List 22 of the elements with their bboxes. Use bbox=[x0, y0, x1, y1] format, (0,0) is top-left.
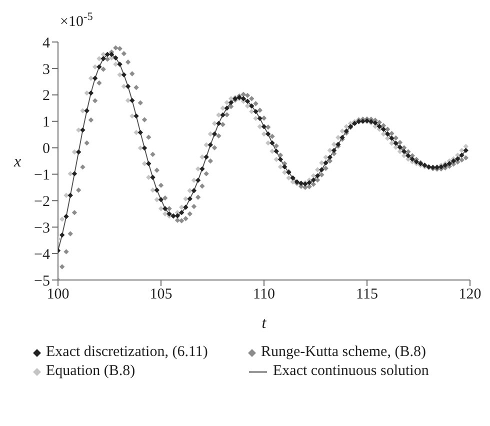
x-tick-label: 100 bbox=[46, 286, 70, 303]
y-tick-label: −4 bbox=[34, 246, 50, 263]
x-tick-label: 120 bbox=[458, 286, 482, 303]
legend-label: Exact discretization, (6.11) bbox=[46, 344, 208, 361]
y-tick-label: 4 bbox=[42, 35, 50, 52]
legend-label: Exact continuous solution bbox=[273, 363, 429, 380]
y-tick-label: 3 bbox=[42, 62, 50, 78]
y-tick-label: 1 bbox=[42, 114, 50, 131]
y-tick-label: −1 bbox=[34, 168, 50, 184]
legend-label: Equation (B.8) bbox=[46, 363, 136, 380]
legend-label: Runge-Kutta scheme, (B.8) bbox=[261, 344, 426, 361]
x-tick-label: 105 bbox=[150, 286, 172, 303]
y-tick-label: 2 bbox=[42, 88, 50, 104]
y-axis-title: x bbox=[13, 154, 22, 171]
y-tick-label: −2 bbox=[34, 194, 50, 210]
y-tick-label: −3 bbox=[34, 220, 50, 236]
x-tick-label: 110 bbox=[253, 286, 275, 303]
y-tick-label: −5 bbox=[34, 273, 50, 290]
y-tick-label: 0 bbox=[42, 141, 50, 158]
x-tick-label: 115 bbox=[356, 286, 378, 303]
text: ×10$^{-5}$ bbox=[60, 11, 94, 30]
x-axis-title: t bbox=[262, 315, 267, 332]
